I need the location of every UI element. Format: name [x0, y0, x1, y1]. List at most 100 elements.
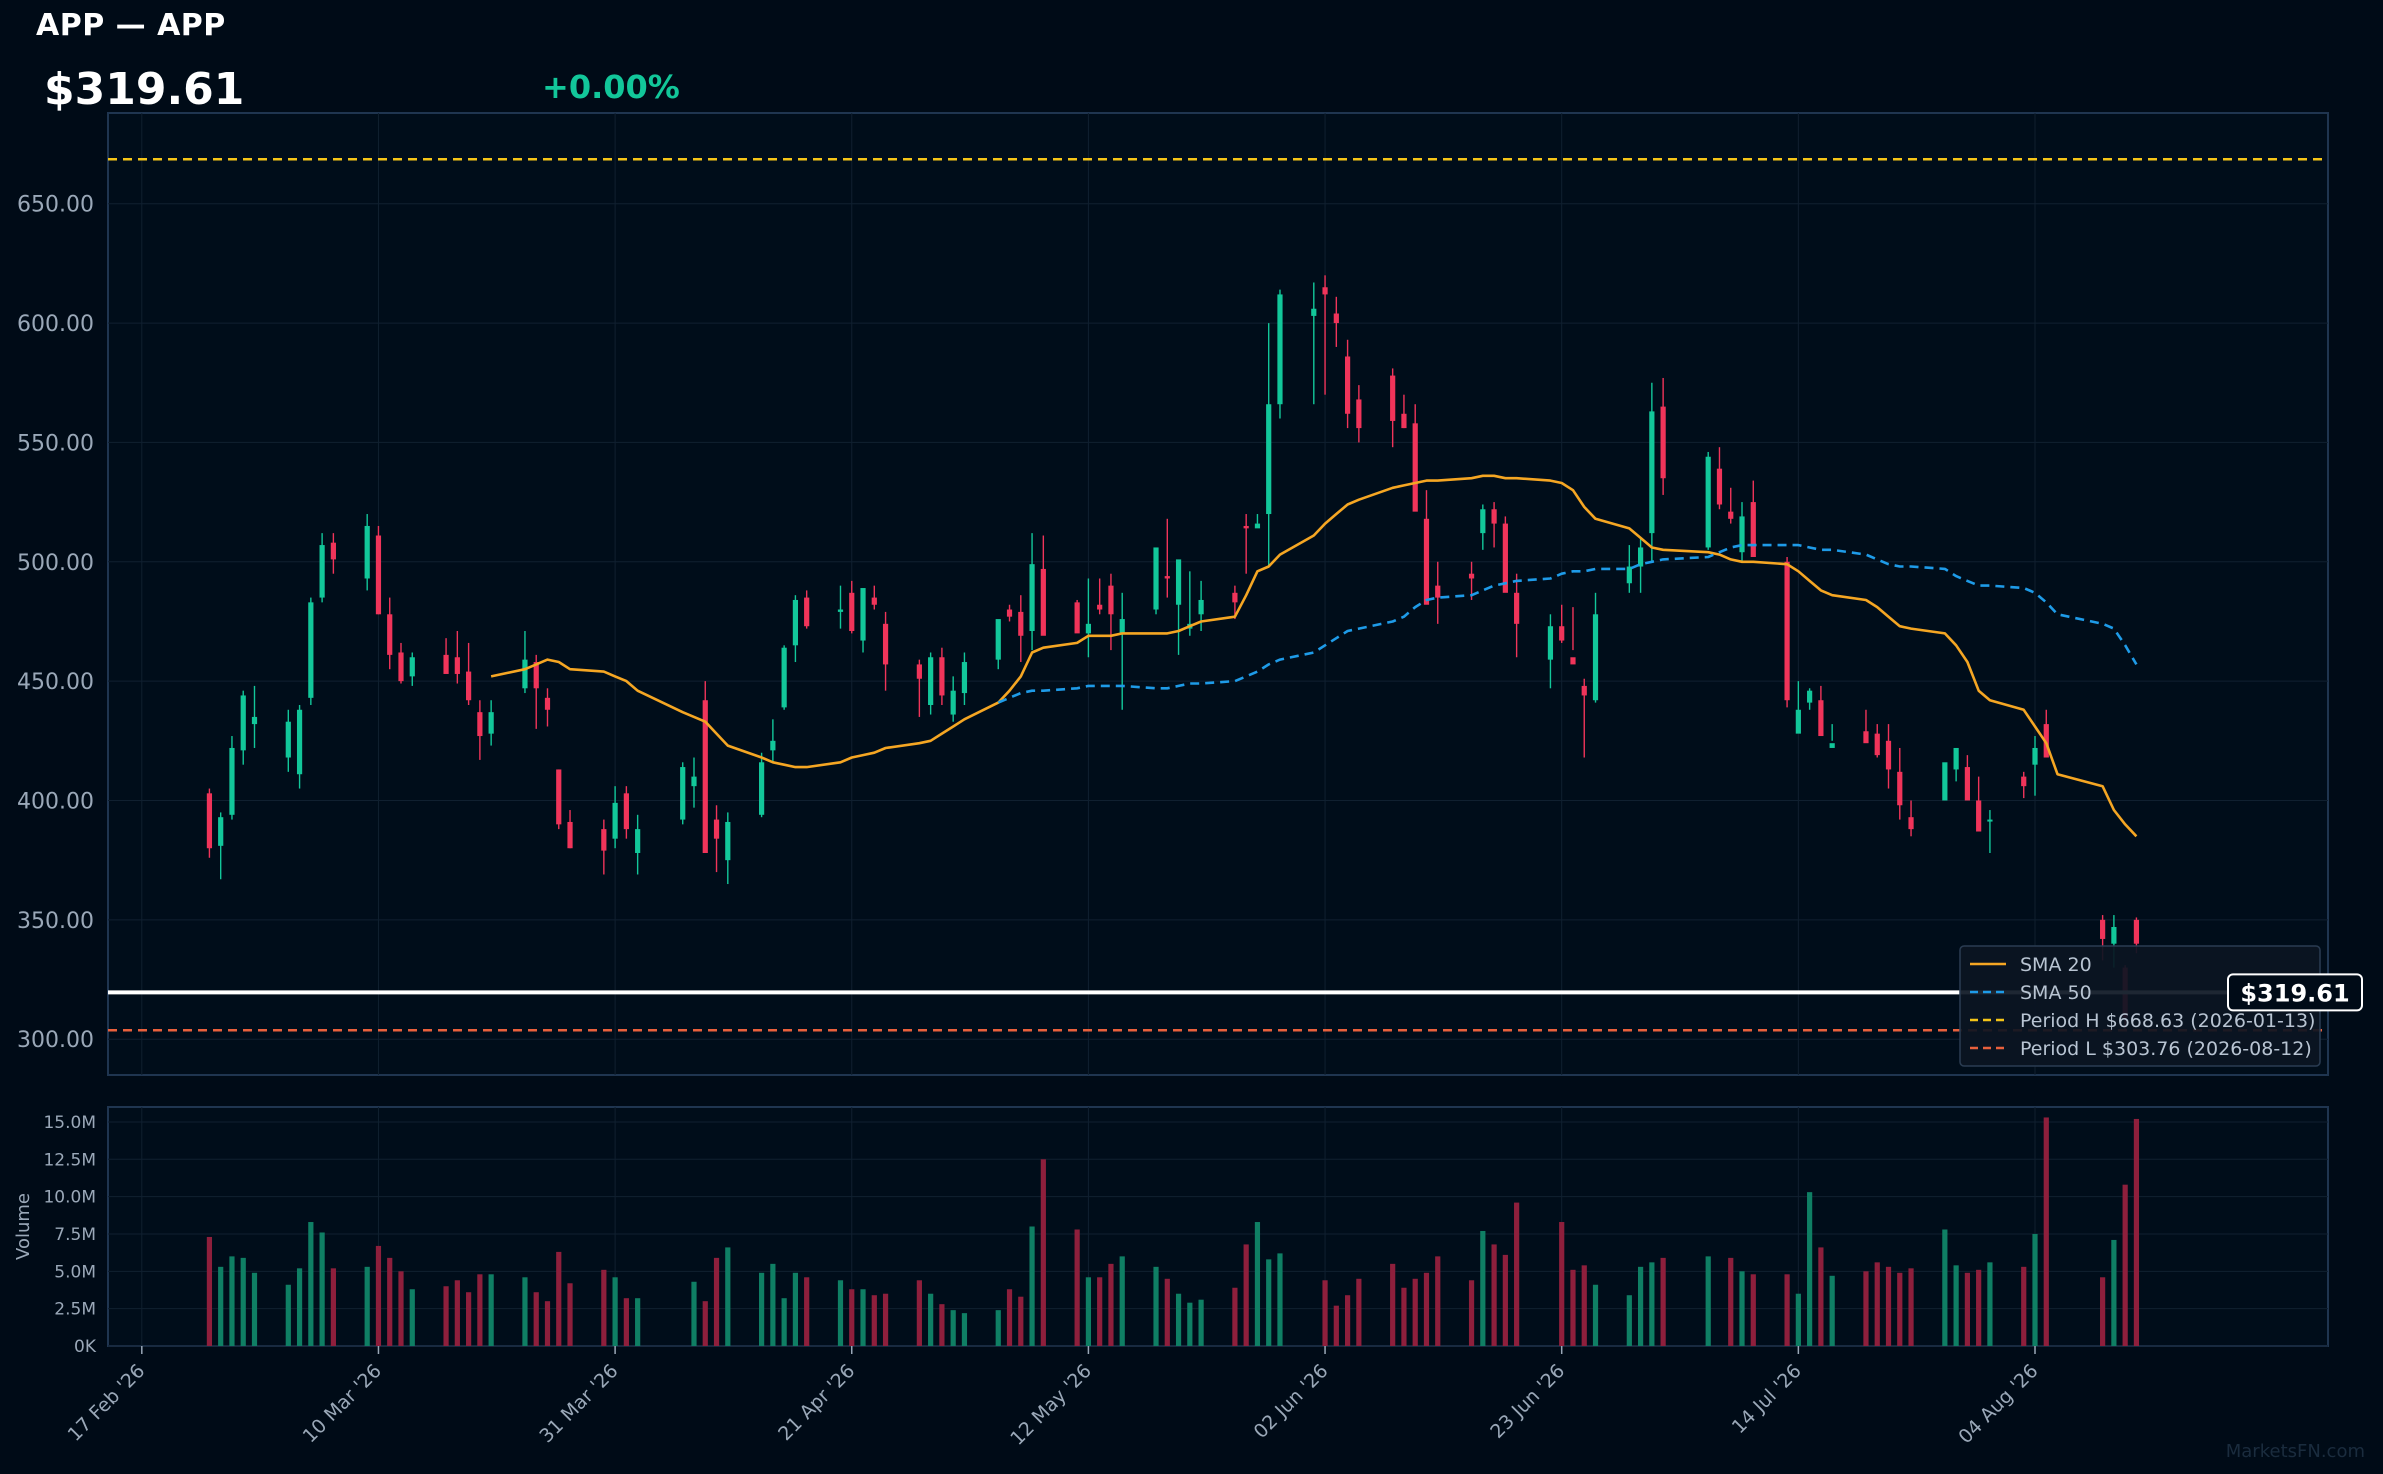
volume-bar: [443, 1286, 449, 1346]
volume-bar: [1333, 1305, 1339, 1346]
x-tick-label: 10 Mar '26: [299, 1360, 386, 1447]
volume-bar: [1739, 1271, 1745, 1346]
candle-body: [1964, 767, 1970, 801]
candle-body: [1705, 456, 1711, 548]
candle-body: [488, 712, 494, 734]
candle-body: [1908, 817, 1914, 830]
candle-body: [1356, 399, 1362, 429]
volume-bar: [916, 1280, 922, 1346]
volume-bar: [1660, 1257, 1666, 1346]
candle-body: [2133, 919, 2140, 944]
candle-body: [2100, 919, 2106, 939]
volume-bar: [1097, 1277, 1103, 1346]
volume-tick-label: 10.0M: [43, 1188, 96, 1208]
candle-body: [240, 695, 246, 751]
volume-bar: [1807, 1192, 1813, 1346]
candle-body: [1232, 592, 1238, 603]
volume-bar: [2133, 1118, 2140, 1346]
candle-body: [2021, 776, 2027, 787]
volume-bar: [961, 1313, 968, 1346]
price-tick-label: 500.00: [17, 551, 94, 576]
volume-bar: [928, 1293, 934, 1346]
candle-body: [2043, 724, 2049, 758]
candle-body: [1750, 502, 1756, 557]
volume-bar: [792, 1272, 799, 1346]
volume-axis-label: Volume: [13, 1193, 34, 1260]
candle-body: [792, 599, 799, 646]
candle-body: [1153, 547, 1159, 610]
volume-bar: [1006, 1289, 1013, 1346]
candle-body: [1175, 559, 1182, 605]
candle-body: [1716, 468, 1723, 505]
volume-tick-label: 15.0M: [43, 1113, 96, 1133]
volume-tick-label: 0K: [74, 1337, 97, 1357]
volume-bar: [409, 1289, 415, 1346]
candle-body: [1344, 356, 1351, 414]
volume-bar: [2111, 1239, 2117, 1346]
volume-bar: [2032, 1233, 2038, 1346]
candle-body: [1795, 709, 1801, 734]
candle-body: [251, 716, 258, 725]
volume-bar: [1976, 1269, 1982, 1346]
volume-bar: [1592, 1284, 1599, 1346]
volume-tick-label: 12.5M: [43, 1150, 96, 1170]
x-tick-label: 12 May '26: [1006, 1360, 1096, 1450]
volume-bar: [837, 1280, 844, 1346]
sma50-line: [997, 543, 2138, 704]
candle-body: [1942, 762, 1948, 801]
candle-body: [1006, 609, 1013, 617]
volume-bar: [1040, 1159, 1046, 1346]
volume-bar: [1468, 1280, 1475, 1346]
volume-bar: [849, 1289, 855, 1346]
candle-body: [1649, 411, 1655, 534]
candle-body: [759, 762, 765, 815]
candle-body: [1829, 743, 1835, 748]
candle-body: [804, 597, 810, 627]
volume-bar: [1175, 1293, 1182, 1346]
candle-body: [296, 709, 303, 775]
volume-bar: [1108, 1263, 1114, 1346]
volume-bar: [612, 1277, 618, 1346]
volume-bar: [522, 1277, 528, 1346]
volume-bar: [1198, 1299, 1204, 1346]
x-tick-label: 21 Apr '26: [774, 1360, 859, 1445]
candle-body: [544, 697, 551, 710]
candle-body: [1547, 626, 1554, 660]
volume-bar: [1874, 1262, 1880, 1346]
volume-bar: [601, 1269, 607, 1346]
candle-body: [725, 821, 731, 861]
candle-body: [1198, 599, 1204, 615]
volume-bar: [1750, 1274, 1756, 1346]
x-tick-label: 02 Jun '26: [1250, 1360, 1333, 1443]
volume-bar: [1119, 1256, 1125, 1346]
volume-tick-label: 5.0M: [54, 1262, 96, 1282]
volume-bar: [1897, 1272, 1903, 1346]
volume-bar: [1987, 1262, 1993, 1346]
candle-body: [1953, 747, 1959, 770]
candle-body: [1390, 375, 1396, 421]
volume-bar: [1018, 1296, 1024, 1346]
candle-body: [364, 525, 370, 579]
candle-body: [229, 747, 235, 815]
candle-body: [1784, 561, 1790, 701]
volume-bar: [2100, 1277, 2106, 1346]
candle-body: [1085, 623, 1092, 634]
legend-label: Period H $668.63 (2026-01-13): [2020, 1010, 2315, 1032]
candle-body: [319, 545, 325, 598]
volume-bar: [375, 1245, 382, 1346]
volume-bar: [1908, 1268, 1914, 1346]
candle-body: [849, 592, 855, 631]
volume-bar: [1232, 1287, 1238, 1346]
candle-body: [713, 819, 720, 839]
volume-bar: [1559, 1222, 1565, 1346]
volume-bar: [1829, 1275, 1835, 1346]
volume-tick-label: 2.5M: [54, 1300, 96, 1320]
price-panel: [107, 112, 2329, 1076]
candle-body: [1412, 423, 1418, 512]
candle-body: [691, 776, 697, 787]
candle-body: [533, 662, 539, 689]
volume-bar: [477, 1274, 483, 1346]
candle-body: [1243, 525, 1249, 529]
x-tick-label: 23 Jun '26: [1486, 1360, 1569, 1443]
volume-bar: [1637, 1266, 1644, 1346]
